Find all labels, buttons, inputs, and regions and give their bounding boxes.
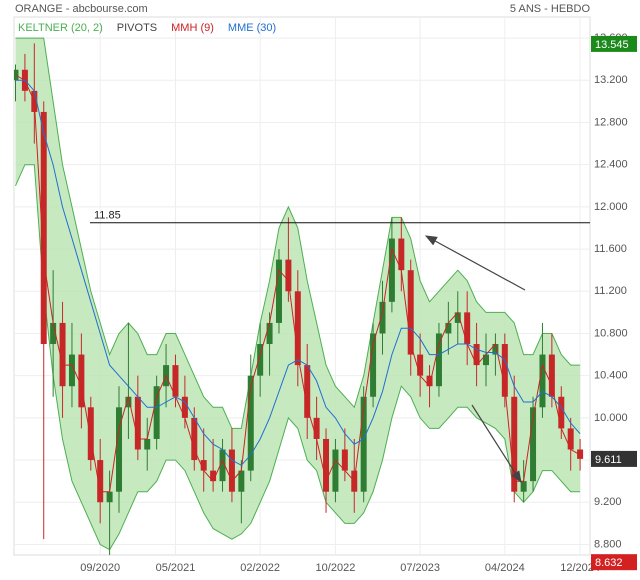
candle-body (191, 417, 198, 461)
chart-subtitle: 5 ANS - HEBDO (510, 3, 591, 15)
price-tag-label: 13.545 (595, 39, 629, 51)
candle-body (294, 291, 301, 366)
candle-body (426, 375, 433, 387)
candle-body (323, 438, 330, 492)
candle-body (304, 365, 311, 418)
x-tick-label: 04/2024 (485, 562, 525, 574)
candle-body (520, 481, 527, 492)
layers: 8.8009.2009.60010.00010.40010.80011.2001… (14, 17, 637, 574)
legend-entry: MMH (9) (171, 22, 214, 34)
candle-body (228, 449, 235, 492)
arrow (471, 404, 522, 484)
price-tag-label: 8.632 (595, 557, 623, 569)
candle-body (285, 259, 292, 292)
x-tick-label: 12/2024 (560, 562, 600, 574)
candle-body (388, 238, 395, 302)
candle-body (210, 470, 217, 482)
candle-body (106, 491, 113, 503)
candle-body (50, 322, 57, 345)
keltner-upper (15, 37, 581, 429)
price-tag (591, 450, 637, 467)
candle-body (492, 344, 499, 355)
candle-body (548, 354, 555, 397)
legend-entry: MME (30) (228, 22, 276, 34)
candle-body (379, 301, 386, 334)
candle-body (247, 375, 254, 471)
legend-entry: PIVOTS (117, 22, 157, 34)
candle-body (445, 322, 452, 334)
candle-body (539, 354, 546, 408)
price-tag (591, 35, 637, 52)
chart-title: ORANGE - abcbourse.com (15, 3, 148, 15)
candle-body (219, 449, 226, 482)
candle-body (407, 270, 414, 355)
ma-line (15, 74, 581, 493)
arrow (424, 235, 526, 291)
candle-body (454, 312, 461, 323)
candle-body (97, 460, 104, 503)
candle-body (257, 344, 264, 376)
candle-body (200, 460, 207, 471)
candle-body (530, 407, 537, 482)
price-tag (591, 554, 637, 571)
x-tick-label: 09/2020 (80, 562, 120, 574)
x-tick-label: 10/2022 (316, 562, 356, 574)
candle-body (68, 354, 75, 387)
candle-body (435, 333, 442, 387)
x-tick-label: 05/2021 (156, 562, 196, 574)
candle-body (370, 333, 377, 397)
candle-body (341, 449, 348, 471)
candle-body (313, 417, 320, 439)
y-tick-label: 11.600 (594, 243, 627, 255)
candle-body (125, 396, 132, 408)
candle-body (275, 259, 282, 323)
plot-frame (13, 16, 591, 556)
candle-body (181, 396, 188, 418)
candle-body (417, 354, 424, 376)
y-tick-label: 8.800 (594, 538, 622, 550)
x-tick-label: 07/2023 (400, 562, 440, 574)
candle-body (78, 354, 85, 408)
candle-body (501, 344, 508, 397)
candle-body (59, 322, 66, 387)
x-tick-label: 02/2022 (240, 562, 280, 574)
y-tick-label: 11.200 (594, 285, 627, 297)
plot (14, 37, 584, 555)
y-tick-label: 10.000 (594, 412, 628, 424)
y-tick-label: 9.200 (594, 496, 622, 508)
y-tick-label: 12.400 (594, 159, 628, 171)
candle-body (153, 386, 160, 439)
candle-body (116, 407, 123, 492)
candle-body (483, 354, 489, 366)
ma-line (15, 79, 581, 466)
candle-body (398, 238, 405, 271)
y-tick-label: 13.200 (594, 74, 628, 86)
y-tick-label: 10.400 (594, 370, 628, 382)
candle-body (360, 396, 367, 492)
candle-body (144, 438, 151, 450)
candle-body (238, 470, 245, 492)
y-tick-label: 10.800 (594, 327, 628, 339)
candle-body (567, 428, 574, 450)
candle-body (172, 365, 179, 397)
candle-body (511, 396, 518, 492)
candle-body (266, 322, 273, 345)
y-tick-label: 12.800 (594, 116, 628, 128)
candle-body (473, 344, 480, 366)
candle-body (577, 449, 584, 459)
candle-body (40, 111, 47, 345)
price-tag-label: 9.611 (595, 454, 622, 466)
level-label: 11.85 (94, 210, 121, 222)
candle-body (558, 396, 565, 429)
legend-entry: KELTNER (20, 2) (18, 22, 103, 34)
candle-body (464, 312, 471, 345)
candle-body (332, 449, 339, 492)
y-tick-label: 12.000 (594, 201, 628, 213)
candle-body (87, 407, 94, 461)
candle-body (134, 396, 141, 450)
